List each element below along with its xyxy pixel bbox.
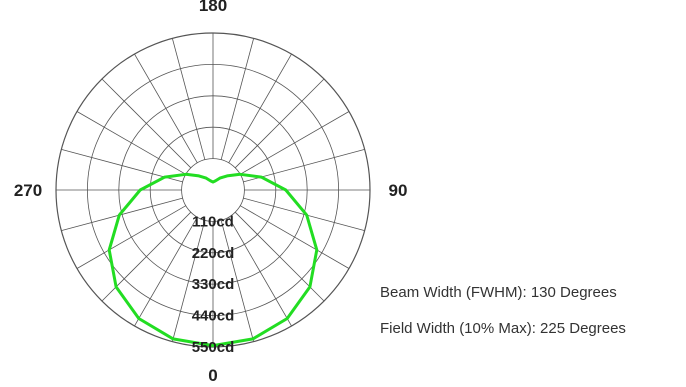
grid-ring [87, 64, 339, 316]
radial-label: 220cd [192, 245, 235, 262]
polar-grid [55, 32, 371, 348]
angle-label-180: 180 [199, 0, 227, 15]
angle-label-0: 0 [208, 366, 217, 385]
grid-ring [149, 126, 277, 254]
radial-label: 330cd [192, 276, 235, 293]
radial-labels: 110cd 220cd 330cd 440cd 550cd [192, 213, 235, 356]
angle-label-270: 270 [14, 181, 42, 200]
radial-label: 440cd [192, 308, 235, 325]
angle-label-90: 90 [389, 181, 408, 200]
beam-width-text: Beam Width (FWHM): 130 Degrees [380, 284, 617, 301]
radial-label: 110cd [192, 213, 234, 230]
angle-labels: 180 90 270 0 [14, 0, 408, 385]
field-width-text: Field Width (10% Max): 225 Degrees [380, 320, 626, 337]
grid-ring [181, 158, 245, 222]
intensity-curve [107, 172, 319, 348]
radial-label: 550cd [192, 339, 235, 356]
grid-ring [118, 95, 308, 285]
